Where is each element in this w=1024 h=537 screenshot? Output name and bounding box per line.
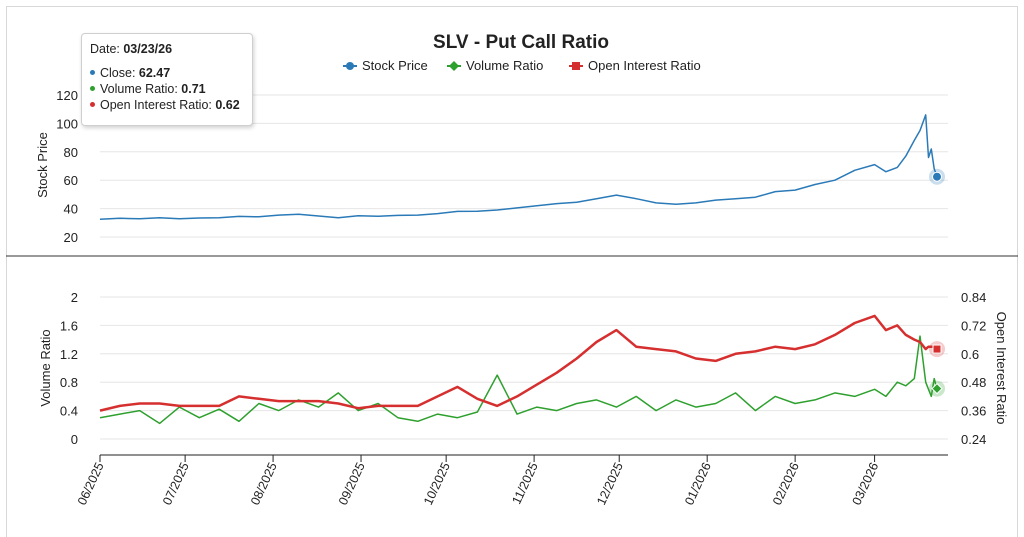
bottom-left-y-tick-label: 1.2	[60, 347, 78, 362]
top-y-tick-label: 20	[64, 230, 78, 245]
bottom-left-y-tick-label: 0.4	[60, 404, 78, 419]
open-interest-ratio-line[interactable]	[99, 314, 938, 412]
legend-label: Volume Ratio	[466, 58, 543, 73]
tooltip-oi-row: Open Interest Ratio: 0.62	[90, 97, 244, 113]
chart-frame	[6, 6, 1018, 537]
x-tick-label: 03/2026	[850, 460, 882, 507]
bottom-right-y-tick-label: 0.6	[961, 347, 979, 362]
bottom-right-y-tick-label: 0.24	[961, 432, 986, 447]
bottom-left-y-tick-label: 0	[71, 432, 78, 447]
volume-ratio-line[interactable]	[99, 335, 938, 425]
tooltip-volume-row: Volume Ratio: 0.71	[90, 81, 244, 97]
tooltip-date-label: Date:	[90, 42, 124, 56]
open-interest-ratio-dot-icon	[90, 102, 95, 108]
top-panel-grid	[100, 94, 948, 238]
tooltip-close-label: Close:	[100, 66, 139, 80]
legend-square-icon	[572, 62, 580, 70]
legend-item-volume-ratio[interactable]: Volume Ratio	[447, 58, 543, 73]
legend-label: Open Interest Ratio	[588, 58, 701, 73]
x-tick-label: 01/2026	[682, 460, 714, 507]
stock-price-dot-icon	[90, 70, 95, 76]
tooltip-oi-label: Open Interest Ratio:	[100, 98, 216, 112]
top-y-axis-title: Stock Price	[35, 132, 50, 198]
bottom-right-y-tick-label: 0.48	[961, 375, 986, 390]
tooltip: Date: 03/23/26 Close: 62.47 Volume Ratio…	[81, 33, 253, 126]
volume-ratio-dot-icon	[90, 86, 95, 92]
tooltip-close-row: Close: 62.47	[90, 65, 244, 81]
x-tick-label: 12/2025	[594, 460, 626, 507]
bottom-left-y-tick-label: 0.8	[60, 375, 78, 390]
tooltip-volume-value: 0.71	[181, 82, 206, 96]
tooltip-date-value: 03/23/26	[123, 42, 173, 56]
x-tick-label: 09/2025	[336, 460, 368, 507]
legend[interactable]: Stock Price Volume Ratio Open Interest Rat…	[343, 58, 701, 73]
top-y-tick-label: 120	[56, 88, 78, 103]
bottom-panel-right-y-ticks: 0.24 0.36 0.48 0.6 0.72 0.84	[961, 290, 986, 447]
x-tick-label: 07/2025	[160, 460, 192, 507]
bottom-panel-grid	[100, 296, 948, 440]
legend-item-open-interest-ratio[interactable]: Open Interest Ratio	[569, 58, 701, 73]
tooltip-date-row: Date: 03/23/26	[90, 41, 244, 57]
stock-price-line[interactable]	[99, 114, 938, 221]
top-panel-y-ticks: 20 40 60 80 100 120	[56, 88, 78, 245]
legend-diamond-icon	[449, 61, 459, 71]
bottom-left-y-axis-title: Volume Ratio	[38, 329, 53, 406]
top-panel-series[interactable]	[99, 114, 945, 221]
x-tick-label: 02/2026	[770, 460, 802, 507]
bottom-right-y-tick-label: 0.72	[961, 318, 986, 333]
bottom-right-y-axis-title: Open Interest Ratio	[994, 312, 1009, 425]
bottom-panel-left-y-ticks: 0 0.4 0.8 1.2 1.6 2	[60, 290, 78, 447]
legend-item-stock-price[interactable]: Stock Price	[343, 58, 428, 73]
bottom-right-y-tick-label: 0.36	[961, 404, 986, 419]
tooltip-oi-value: 0.62	[215, 98, 240, 112]
bottom-right-y-tick-label: 0.84	[961, 290, 986, 305]
open-interest-hover-marker	[932, 344, 942, 354]
x-axis-ticks: 06/2025 07/2025 08/2025 09/2025 10/2025 11/20…	[75, 455, 881, 507]
tooltip-close-value: 62.47	[138, 66, 171, 80]
x-tick-label: 08/2025	[248, 460, 280, 507]
bottom-left-y-tick-label: 1.6	[60, 318, 78, 333]
top-y-tick-label: 60	[64, 173, 78, 188]
top-y-tick-label: 80	[64, 145, 78, 160]
top-y-tick-label: 40	[64, 202, 78, 217]
volume-ratio-hover-marker	[931, 382, 943, 395]
x-tick-label: 06/2025	[75, 460, 107, 507]
stock-price-hover-marker	[932, 171, 942, 182]
chart-title: SLV - Put Call Ratio	[433, 32, 609, 53]
tooltip-volume-label: Volume Ratio:	[100, 82, 182, 96]
legend-label: Stock Price	[362, 58, 428, 73]
x-tick-label: 10/2025	[421, 460, 453, 507]
x-tick-label: 11/2025	[509, 460, 540, 506]
bottom-panel-series[interactable]	[99, 314, 945, 425]
top-y-tick-label: 100	[56, 116, 78, 131]
bottom-left-y-tick-label: 2	[71, 290, 78, 305]
legend-circle-icon	[346, 62, 354, 70]
